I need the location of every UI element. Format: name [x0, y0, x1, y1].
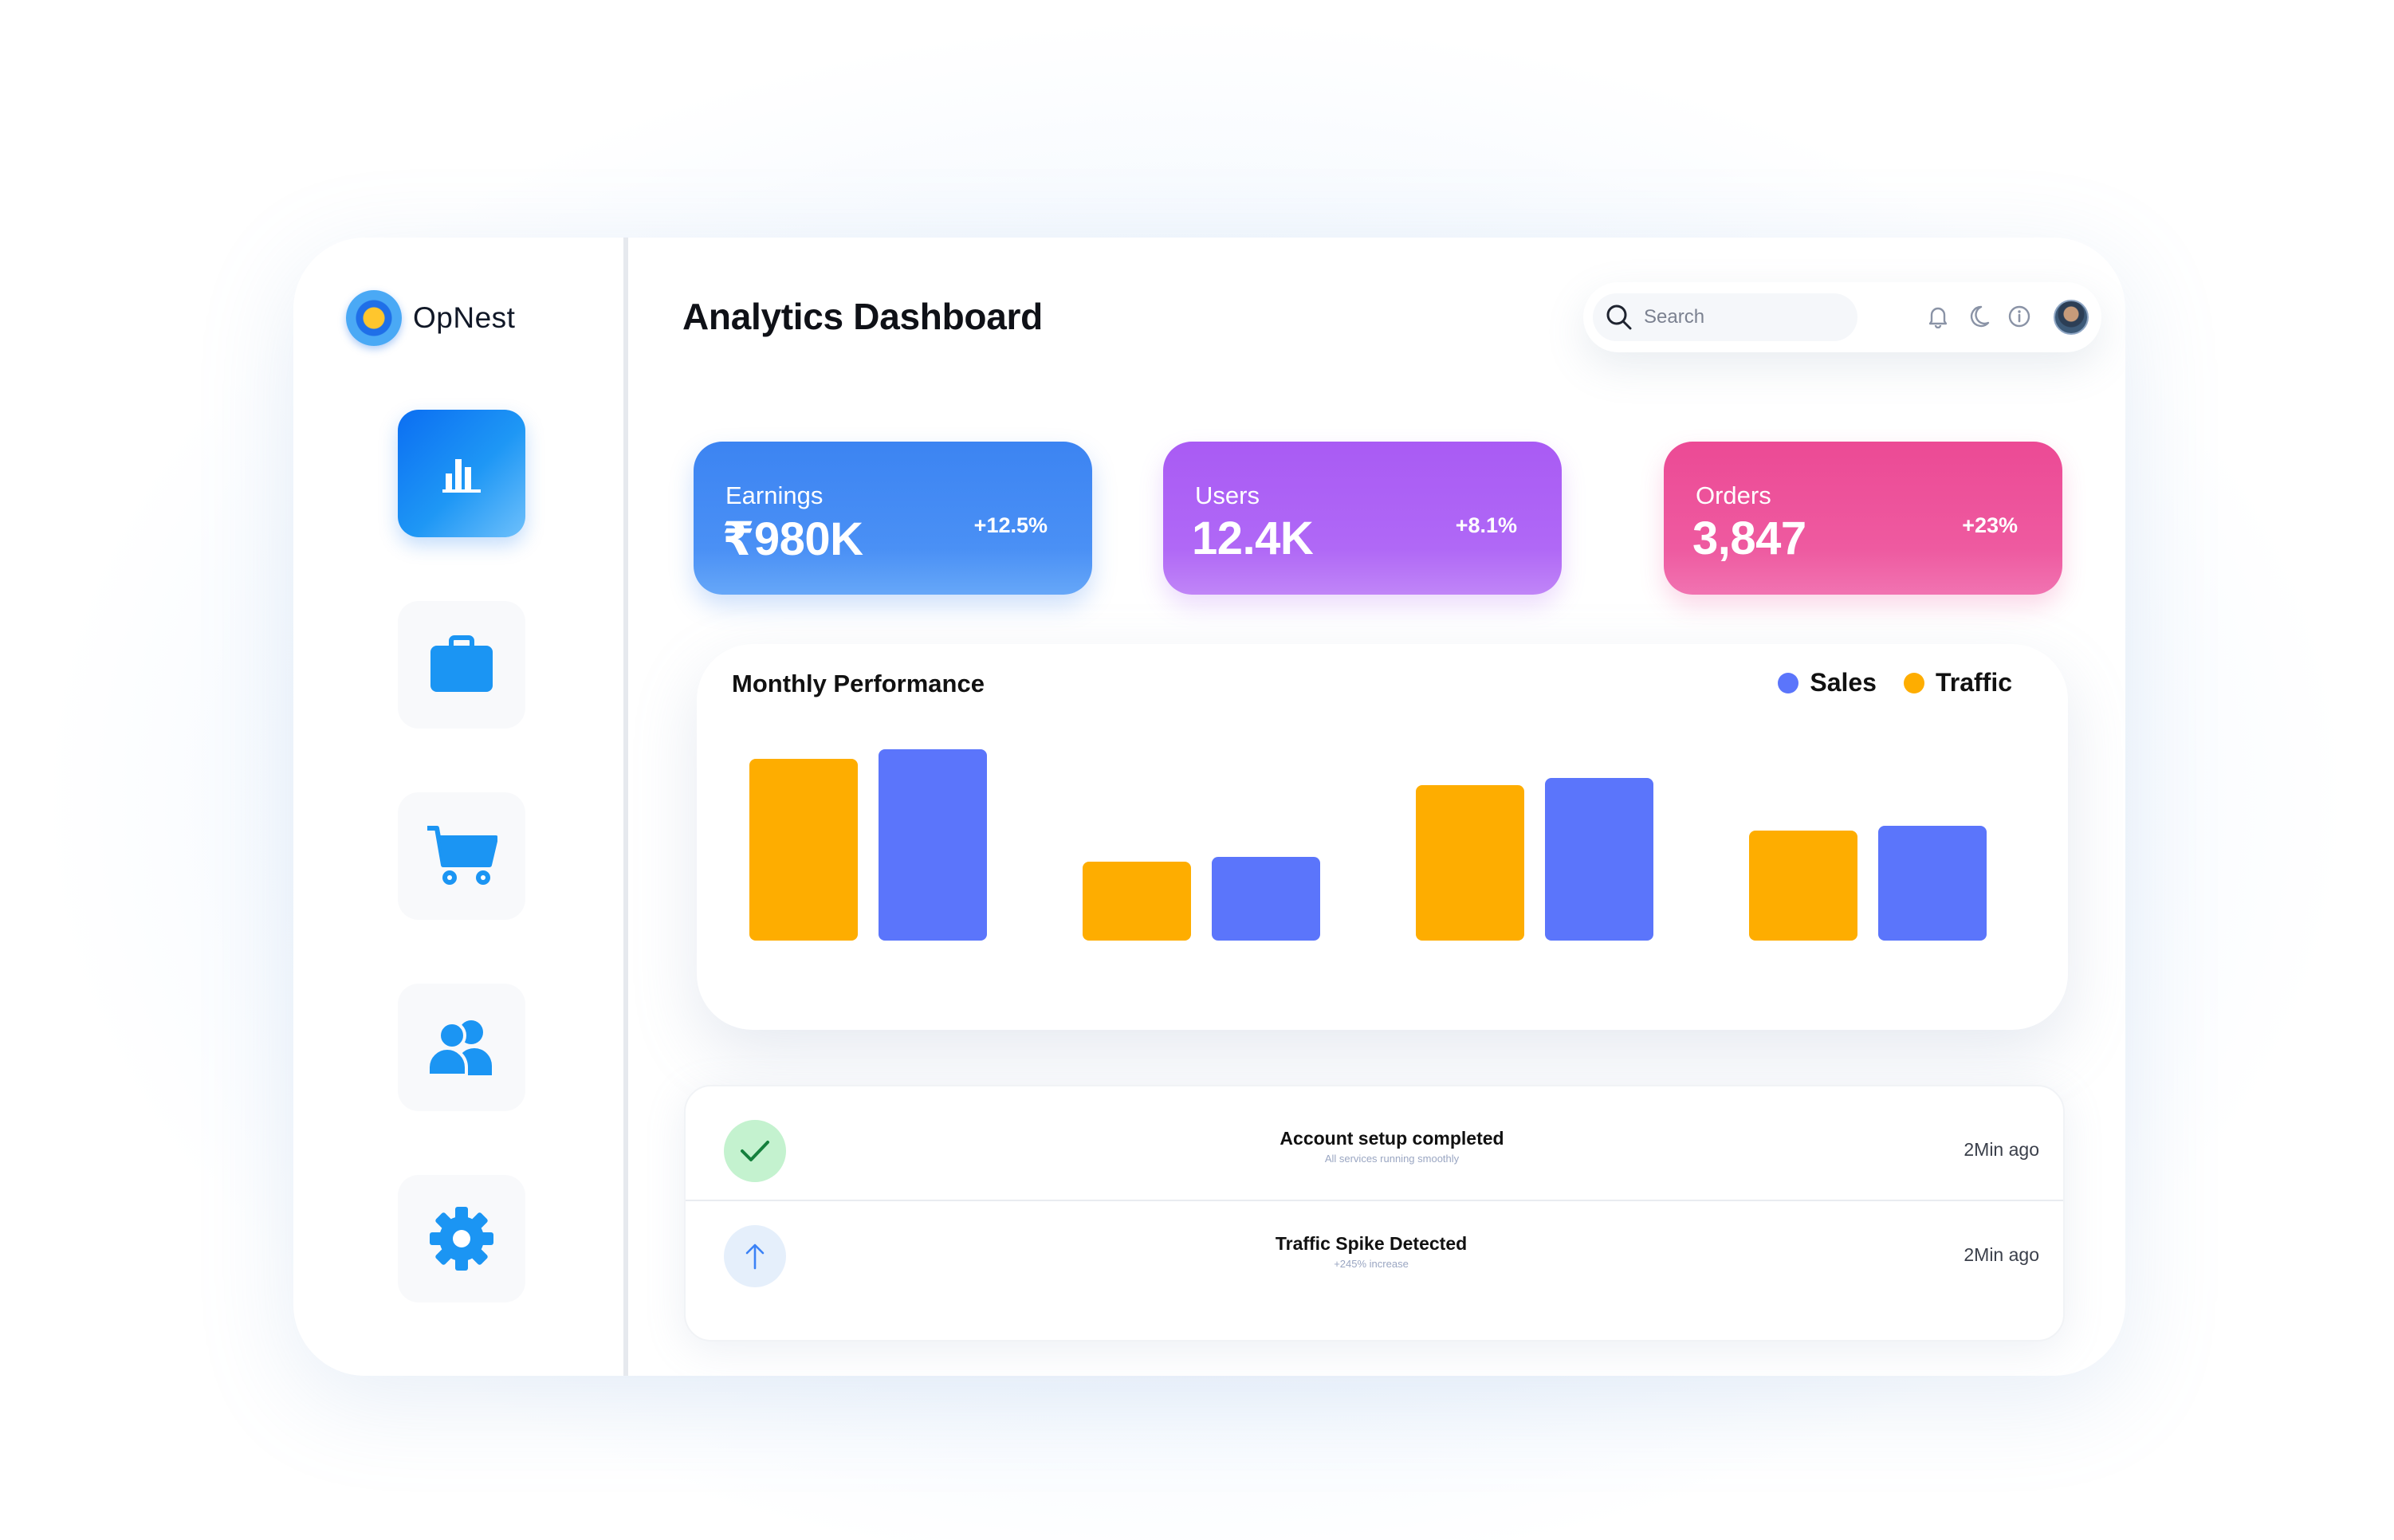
sidebar: OpNest	[293, 238, 628, 1376]
legend-label: Traffic	[1935, 668, 2012, 697]
legend-dot	[1778, 672, 1799, 693]
stat-card-earnings[interactable]: Earnings ₹980K +12.5%	[694, 442, 1092, 595]
legend-label: Sales	[1810, 668, 1877, 697]
stat-value: 3,847	[1692, 513, 1806, 564]
bar-chart	[749, 749, 1987, 941]
activity-title: Traffic Spike Detected	[1275, 1233, 1468, 1254]
avatar[interactable]	[2054, 300, 2089, 335]
stat-change: +8.1%	[1455, 513, 1517, 537]
bar-sales-4[interactable]	[1878, 826, 1987, 941]
bar-traffic-4[interactable]	[1749, 831, 1857, 941]
stat-label: Users	[1195, 481, 1260, 509]
bar-sales-1[interactable]	[879, 749, 987, 941]
stat-change: +12.5%	[973, 513, 1048, 537]
chart-legend: Sales Traffic	[1751, 668, 2012, 697]
activity-time: 2Min ago	[1964, 1139, 2039, 1160]
chart-card: Monthly Performance Sales Traffic	[697, 644, 2068, 1030]
sidebar-item-users[interactable]	[398, 984, 525, 1111]
gear-icon	[430, 1207, 493, 1271]
brand-logo-icon	[346, 290, 402, 346]
stat-value: ₹980K	[722, 513, 863, 565]
bar-sales-2[interactable]	[1212, 857, 1320, 941]
bar-chart-icon	[442, 459, 481, 493]
users-icon	[427, 1020, 492, 1077]
activity-list: Account setup completed All services run…	[684, 1085, 2065, 1342]
activity-subtitle: +245% increase	[1334, 1258, 1409, 1270]
moon-icon[interactable]	[1967, 304, 1990, 328]
legend-item-sales[interactable]: Sales	[1778, 668, 1877, 697]
stat-card-users[interactable]: Users 12.4K +8.1%	[1163, 442, 1562, 595]
list-item[interactable]: Traffic Spike Detected +245% increase 2M…	[686, 1203, 2063, 1306]
brand-name: OpNest	[413, 301, 516, 334]
activity-title: Account setup completed	[1280, 1128, 1504, 1149]
bar-traffic-2[interactable]	[1083, 862, 1191, 941]
activity-time: 2Min ago	[1964, 1244, 2039, 1265]
bar-traffic-1[interactable]	[749, 759, 858, 941]
brand[interactable]: OpNest	[346, 290, 515, 346]
sidebar-item-orders[interactable]	[398, 792, 525, 920]
briefcase-icon	[430, 635, 493, 692]
cart-icon	[427, 826, 497, 885]
search-input[interactable]	[1644, 306, 1835, 328]
stat-change: +23%	[1962, 513, 2018, 537]
top-toolbar	[1583, 282, 2101, 352]
stat-label: Earnings	[725, 481, 824, 509]
page-title: Analytics Dashboard	[682, 296, 1043, 337]
bar-traffic-3[interactable]	[1416, 785, 1524, 941]
stat-value: 12.4K	[1192, 513, 1314, 564]
search-box[interactable]	[1593, 293, 1857, 341]
sidebar-item-portfolio[interactable]	[398, 601, 525, 729]
dashboard-window: OpNest	[293, 238, 2125, 1376]
activity-subtitle: All services running smoothly	[1324, 1153, 1460, 1165]
arrow-up-icon	[724, 1225, 786, 1287]
list-item[interactable]: Account setup completed All services run…	[686, 1098, 2063, 1201]
check-icon	[724, 1120, 786, 1182]
bar-sales-3[interactable]	[1545, 778, 1653, 941]
activity-text: Traffic Spike Detected +245% increase	[1132, 1233, 1610, 1270]
search-icon	[1606, 304, 1632, 330]
info-icon[interactable]	[2007, 304, 2031, 328]
activity-text: Account setup completed All services run…	[1153, 1128, 1631, 1165]
sidebar-item-analytics[interactable]	[398, 410, 525, 537]
stat-label: Orders	[1696, 481, 1771, 509]
bell-icon[interactable]	[1928, 304, 1948, 328]
legend-item-traffic[interactable]: Traffic	[1903, 668, 2012, 697]
sidebar-item-settings[interactable]	[398, 1175, 525, 1302]
chart-title: Monthly Performance	[732, 670, 985, 697]
legend-dot	[1903, 672, 1924, 693]
stat-card-orders[interactable]: Orders 3,847 +23%	[1664, 442, 2062, 595]
